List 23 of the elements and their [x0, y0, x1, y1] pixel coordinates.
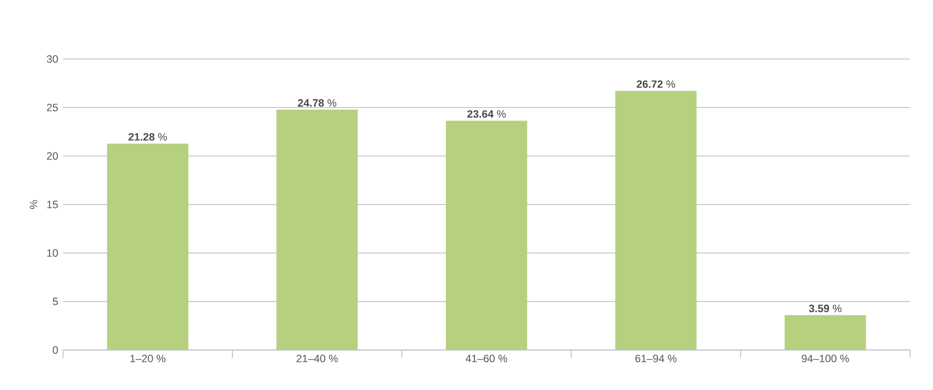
x-tick-label: 61–94 % [635, 354, 677, 362]
y-tick-label: 30 [46, 55, 58, 63]
y-tick-label: 5 [52, 298, 58, 306]
y-tick-label: 10 [47, 249, 58, 257]
y-tick-label: 15 [47, 200, 58, 208]
bar [784, 315, 866, 350]
y-tick-label: 25 [46, 104, 58, 112]
x-tick-label: 41–60 % [466, 354, 508, 362]
bar [615, 90, 697, 350]
data-label: 26.72 % [636, 80, 676, 88]
y-tick-label: 0 [52, 346, 58, 354]
data-label: 21.28 % [128, 133, 167, 141]
x-tick-label: 94–100 % [802, 354, 849, 362]
data-label: 3.59 % [808, 304, 842, 312]
x-tick-label: 1–20 % [130, 354, 166, 362]
data-label: 23.64 % [467, 110, 506, 118]
y-tick-label: 20 [46, 152, 58, 160]
bar [107, 144, 188, 350]
bar [446, 120, 528, 350]
bar [276, 110, 358, 350]
data-label: 24.78 % [298, 99, 336, 107]
x-tick-label: 21–40 % [296, 354, 338, 362]
y-axis-title: % [30, 200, 38, 209]
